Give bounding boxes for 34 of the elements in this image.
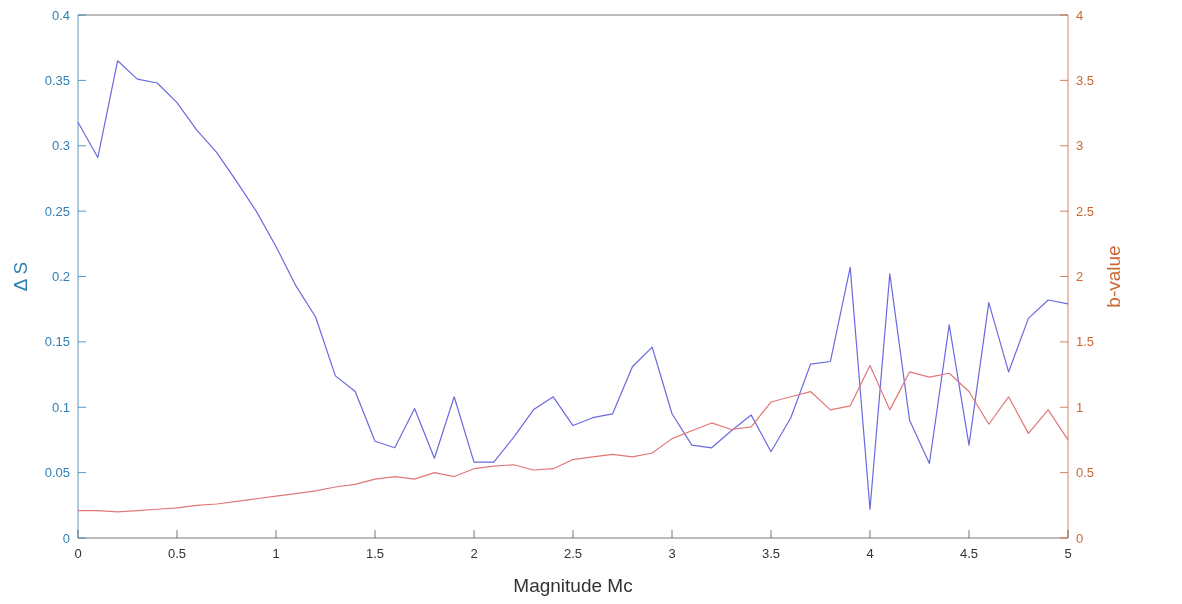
x-tick-label: 3 [668, 546, 676, 561]
y-tick-label: 0.15 [44, 334, 70, 350]
x-axis-title: Magnitude Mc [513, 575, 633, 596]
y2-tick-label: 1.5 [1076, 334, 1095, 350]
y2-tick-label: 4 [1076, 7, 1084, 23]
x-tick-label: 3.5 [761, 546, 781, 561]
y-axis-title: Δ S [10, 261, 31, 292]
y-tick-label: 0 [62, 530, 70, 546]
x-tick-label: 2 [470, 546, 478, 561]
y2-tick-label: 3 [1076, 138, 1084, 154]
y-tick-label: 0.25 [44, 203, 70, 219]
y-tick-label: 0.4 [51, 7, 70, 23]
y2-axis-title: b-value [1103, 245, 1124, 308]
x-tick-label: 0.5 [167, 546, 187, 561]
x-tick-label: 4.5 [959, 546, 979, 561]
y2-tick-label: 3.5 [1076, 72, 1095, 88]
y-tick-label: 0.1 [51, 399, 70, 415]
y-tick-label: 0.3 [51, 138, 70, 154]
y2-tick-label: 2.5 [1076, 203, 1095, 219]
y2-tick-label: 0.5 [1076, 465, 1095, 481]
y-tick-label: 0.2 [51, 269, 70, 285]
y2-tick-label: 2 [1076, 269, 1084, 285]
line-series [77, 364, 1069, 513]
x-tick-label: 1.5 [365, 546, 385, 561]
x-tick-label: 0 [74, 546, 82, 561]
line-series [77, 60, 1069, 510]
y-tick-label: 0.35 [44, 72, 70, 88]
x-tick-label: 5 [1064, 546, 1072, 561]
x-tick-label: 2.5 [563, 546, 583, 561]
x-tick-label: 4 [866, 546, 874, 561]
y2-tick-label: 0 [1076, 530, 1084, 546]
y-tick-label: 0.05 [44, 465, 70, 481]
x-tick-label: 1 [272, 546, 280, 561]
y2-tick-label: 1 [1076, 399, 1084, 415]
